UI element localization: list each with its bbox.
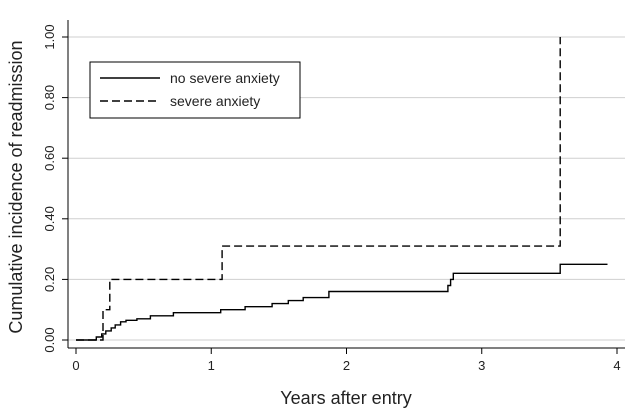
legend-label-severe-anxiety: severe anxiety bbox=[170, 93, 260, 109]
x-axis-title: Years after entry bbox=[280, 388, 411, 408]
y-tick-label: 0.80 bbox=[42, 85, 57, 110]
legend-box bbox=[89, 61, 301, 119]
y-axis-title: Cumulative incidence of readmission bbox=[6, 40, 26, 333]
x-tick-label: 4 bbox=[613, 358, 620, 373]
x-tick-label: 2 bbox=[343, 358, 350, 373]
y-tick-label: 0.40 bbox=[42, 206, 57, 231]
y-tick-label: 0.60 bbox=[42, 146, 57, 171]
y-tick-label: 0.00 bbox=[42, 327, 57, 352]
legend-label-no-severe-anxiety: no severe anxiety bbox=[170, 70, 280, 86]
series-line-no-severe-anxiety bbox=[76, 263, 608, 341]
x-tick-label: 3 bbox=[478, 358, 485, 373]
legend: no severe anxiety severe anxiety bbox=[89, 61, 301, 119]
y-tick-label: 0.20 bbox=[42, 267, 57, 292]
ticks: 0.00 0.20 0.40 0.60 0.80 1.00 0 1 2 3 4 bbox=[42, 24, 621, 373]
x-tick-label: 0 bbox=[72, 358, 79, 373]
x-tick-label: 1 bbox=[208, 358, 215, 373]
series-line-severe-anxiety bbox=[76, 37, 561, 341]
series-group bbox=[76, 37, 608, 341]
y-tick-label: 1.00 bbox=[42, 24, 57, 49]
